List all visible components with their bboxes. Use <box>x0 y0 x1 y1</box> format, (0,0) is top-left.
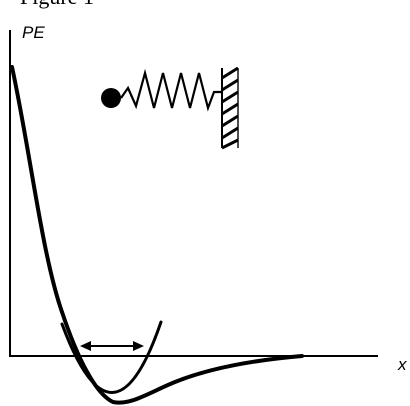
spring <box>120 68 222 112</box>
potential-energy-curve <box>10 65 304 405</box>
mass-spring-inset <box>101 66 239 150</box>
harmonic-approximation-curve <box>60 320 163 394</box>
cropped-caption-text: Figure 1 <box>20 0 94 10</box>
wall-hatch <box>221 66 239 150</box>
oscillation-arrow <box>80 341 144 351</box>
mass-ball <box>101 88 121 108</box>
cropped-top-text: Figure 1 <box>0 0 410 14</box>
y-axis-label: PE <box>22 23 45 42</box>
x-axis-label: x <box>397 355 407 374</box>
